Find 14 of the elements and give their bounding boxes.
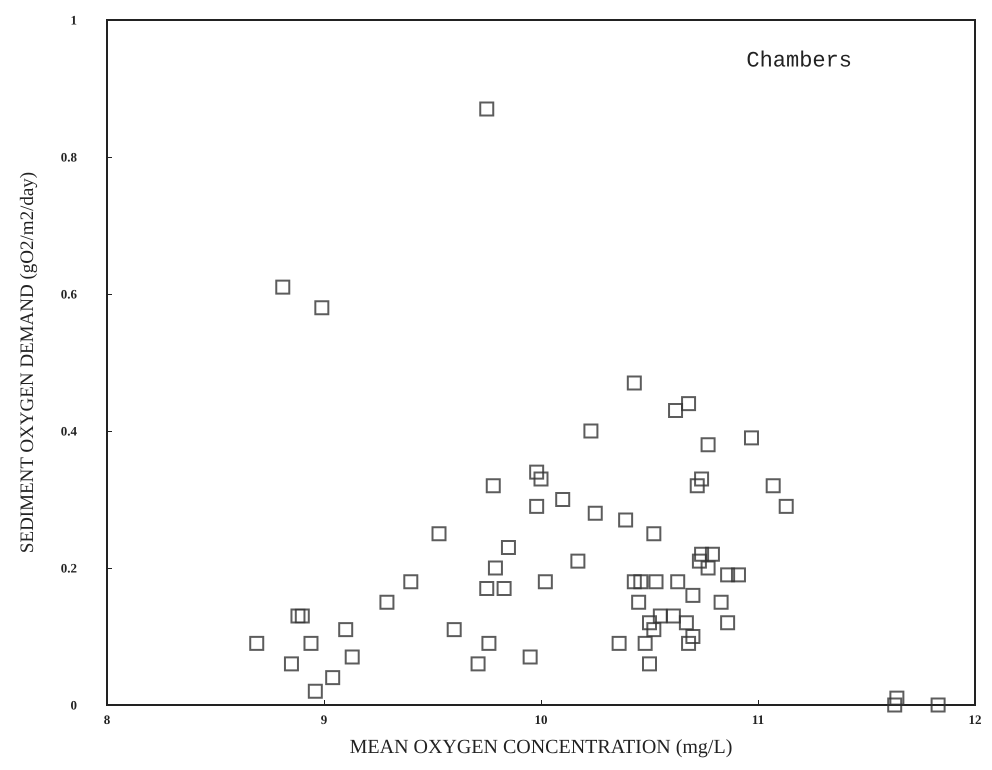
x-tick-label: 10 [534,712,548,727]
y-tick-label: 0.2 [60,560,77,576]
y-tick-label: 0 [70,698,77,712]
y-tick-label: 0.4 [60,424,78,438]
y-axis-title: SEDIMENT OXYGEN DEMAND (gO2/m2/day) [17,172,38,554]
x-axis-title: MEAN OXYGEN CONCENTRATION (mg/L) [350,736,732,758]
y-tick-label: 1 [70,12,77,28]
x-tick-label: 9 [320,712,328,727]
annotation: Chambers [746,48,852,74]
x-tick-label: 8 [104,712,111,727]
x-tick-label: 11 [752,712,764,727]
y-tick-label: 0.6 [60,286,78,302]
y-tick-label: 0.8 [60,150,78,164]
x-tick-label: 12 [968,712,982,727]
